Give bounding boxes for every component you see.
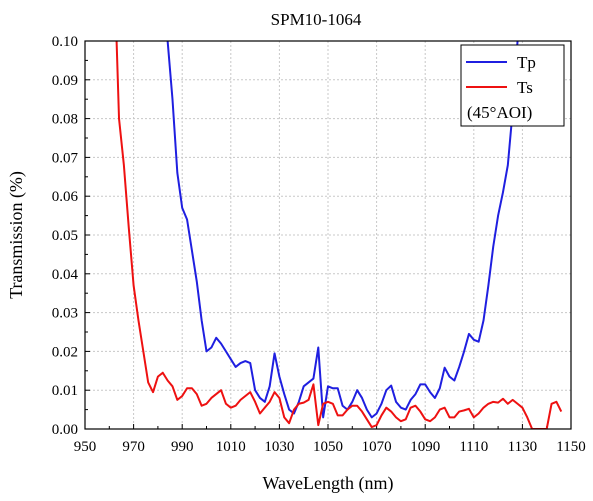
legend: Tp Ts (45°AOI): [460, 44, 565, 127]
x-axis-ticks: 950 970 990 1010 1030 1050 1070 1090 1110 1130 115…: [74, 424, 586, 455]
x-tick-label: 990: [171, 439, 194, 455]
legend-note: (45°AOI): [467, 103, 532, 122]
y-tick-label: 0.01: [52, 383, 78, 399]
y-tick-label: 0.03: [52, 306, 78, 322]
chart-title: SPM10-1064: [271, 10, 362, 29]
x-tick-label: 970: [122, 439, 145, 455]
y-tick-label: 0.08: [52, 112, 78, 128]
x-tick-label: 1030: [264, 439, 294, 455]
y-axis-ticks: 0.00 0.01 0.02 0.03 0.04 0.05 0.06 0.07 0.08 0.09…: [52, 34, 90, 438]
series-lines: [115, 41, 563, 429]
y-axis-label: Transmission (%): [6, 171, 27, 299]
legend-label-tp: Tp: [517, 53, 536, 72]
x-tick-label: 950: [74, 439, 97, 455]
x-tick-label: 1050: [313, 439, 343, 455]
y-tick-label: 0.10: [52, 34, 78, 50]
y-tick-label: 0.09: [52, 73, 78, 89]
x-tick-label: 1090: [410, 439, 440, 455]
legend-label-ts: Ts: [517, 78, 533, 97]
x-tick-label: 1110: [459, 439, 488, 455]
y-tick-label: 0.02: [52, 344, 78, 360]
x-tick-label: 1150: [556, 439, 585, 455]
y-tick-label: 0.07: [52, 150, 79, 166]
x-axis-label: WaveLength (nm): [262, 473, 393, 494]
x-tick-label: 1010: [216, 439, 246, 455]
y-tick-label: 0.00: [52, 422, 78, 438]
y-tick-label: 0.05: [52, 228, 78, 244]
legend-box: [460, 44, 565, 127]
x-tick-label: 1130: [508, 439, 537, 455]
plot-frame: [84, 40, 572, 430]
y-tick-label: 0.04: [52, 267, 79, 283]
series-line-ts: [115, 41, 563, 429]
x-tick-label: 1070: [362, 439, 392, 455]
y-tick-label: 0.06: [52, 189, 79, 205]
plot-area: [115, 41, 563, 429]
series-line-tp: [166, 41, 519, 419]
